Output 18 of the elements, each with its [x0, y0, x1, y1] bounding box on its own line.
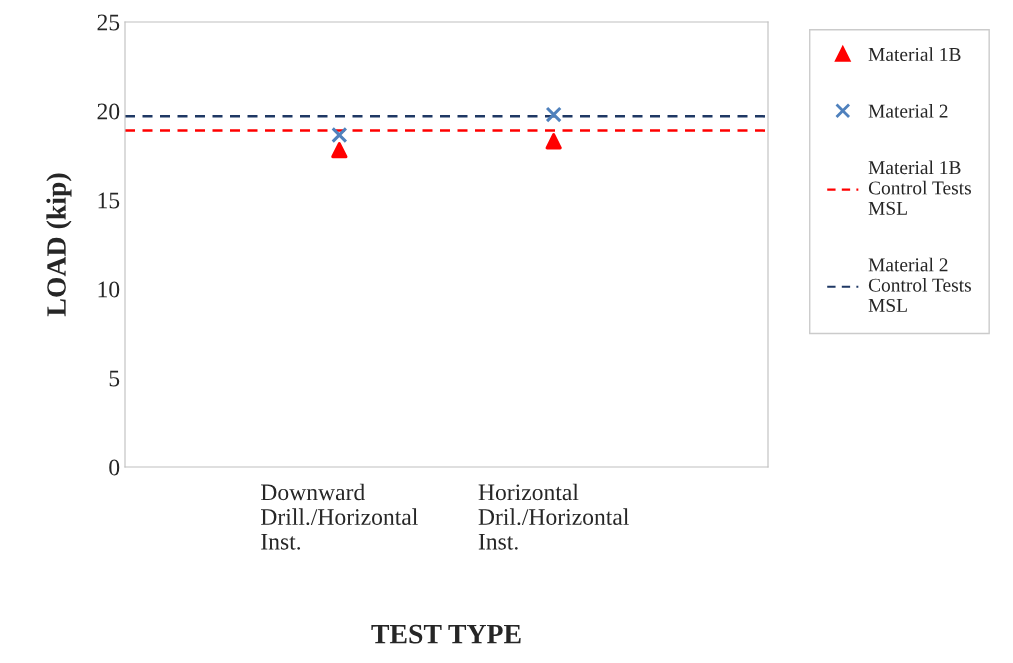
- y-tick-label: 0: [109, 459, 120, 476]
- point: [545, 106, 562, 123]
- point: [331, 142, 348, 159]
- y-tick-label: 10: [98, 281, 120, 298]
- x-axis-title: TEST TYPE: [371, 624, 521, 644]
- legend-label: Material 1B: [868, 47, 961, 62]
- x-tick-label: Downward Drill./Horizontal Inst.: [261, 483, 418, 550]
- point: [545, 133, 562, 150]
- y-axis-title: LOAD (kip): [46, 173, 72, 317]
- y-tick-label: 5: [109, 370, 120, 387]
- y-tick-label: 15: [98, 192, 120, 209]
- legend-label: Material 1B Control Tests MSL: [868, 160, 971, 215]
- y-tick-label: 25: [97, 14, 120, 31]
- x-tick-label: Horizontal Dril./Horizontal Inst.: [478, 483, 629, 550]
- y-tick-label: 20: [97, 103, 120, 120]
- point: [331, 126, 348, 144]
- legend-label: Material 2: [868, 103, 948, 118]
- legend-label: Material 2 Control Tests MSL: [868, 257, 971, 313]
